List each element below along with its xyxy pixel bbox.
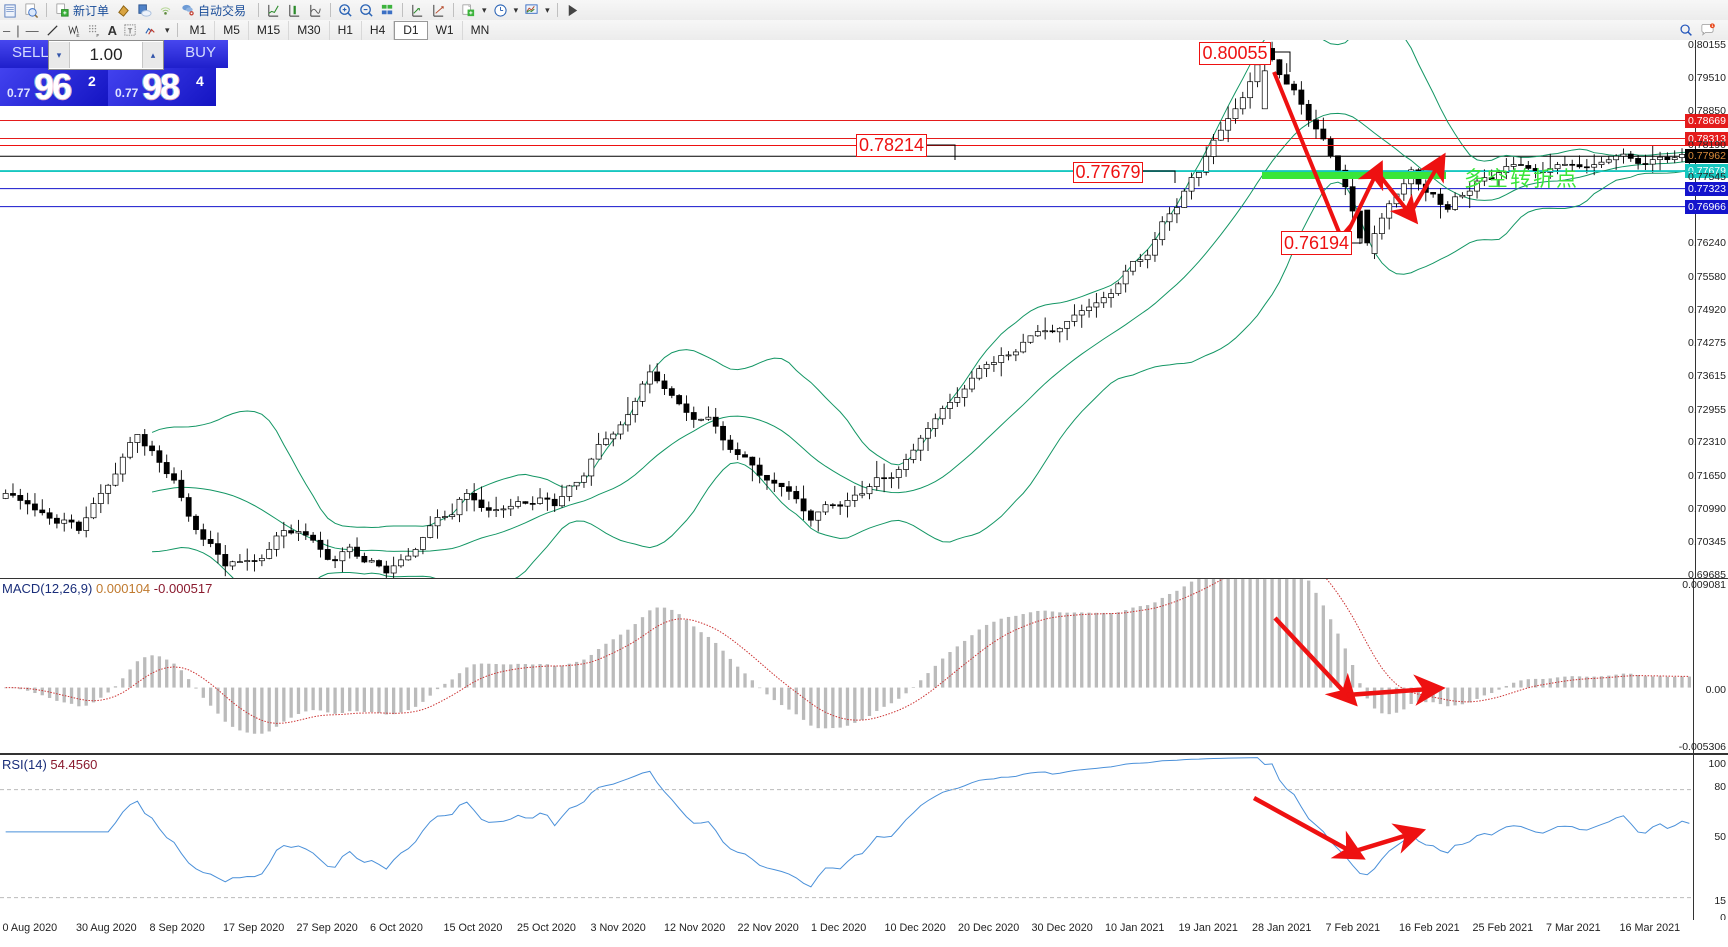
svg-text:6 Oct 2020: 6 Oct 2020 bbox=[370, 922, 423, 934]
svg-text:E: E bbox=[76, 33, 79, 38]
svg-text:28 Jan 2021: 28 Jan 2021 bbox=[1252, 922, 1311, 934]
svg-text:25 Feb 2021: 25 Feb 2021 bbox=[1473, 922, 1534, 934]
svg-text:16 Mar 2021: 16 Mar 2021 bbox=[1620, 922, 1681, 934]
svg-text:30 Aug 2020: 30 Aug 2020 bbox=[76, 922, 137, 934]
svg-text:15 Oct 2020: 15 Oct 2020 bbox=[444, 922, 503, 934]
svg-text:30 Dec 2020: 30 Dec 2020 bbox=[1032, 922, 1093, 934]
svg-text:25 Oct 2020: 25 Oct 2020 bbox=[517, 922, 576, 934]
svg-text:22 Nov 2020: 22 Nov 2020 bbox=[738, 922, 799, 934]
svg-text:1: 1 bbox=[1711, 24, 1713, 28]
svg-text:3 Nov 2020: 3 Nov 2020 bbox=[591, 922, 646, 934]
svg-text:8 Sep 2020: 8 Sep 2020 bbox=[150, 922, 205, 934]
svg-text:7 Feb 2021: 7 Feb 2021 bbox=[1326, 922, 1381, 934]
svg-text:1 Dec 2020: 1 Dec 2020 bbox=[811, 922, 866, 934]
svg-text:12 Nov 2020: 12 Nov 2020 bbox=[664, 922, 725, 934]
svg-text:0 Aug 2020: 0 Aug 2020 bbox=[3, 922, 58, 934]
svg-text:10 Jan 2021: 10 Jan 2021 bbox=[1105, 922, 1164, 934]
svg-text:19 Jan 2021: 19 Jan 2021 bbox=[1179, 922, 1238, 934]
svg-text:16 Feb 2021: 16 Feb 2021 bbox=[1399, 922, 1460, 934]
svg-text:T: T bbox=[128, 26, 133, 35]
svg-text:F: F bbox=[96, 33, 99, 38]
svg-text:10 Dec 2020: 10 Dec 2020 bbox=[885, 922, 946, 934]
svg-text:7 Mar 2021: 7 Mar 2021 bbox=[1546, 922, 1601, 934]
svg-text:17 Sep 2020: 17 Sep 2020 bbox=[223, 922, 284, 934]
svg-text:27 Sep 2020: 27 Sep 2020 bbox=[297, 922, 358, 934]
svg-text:20 Dec 2020: 20 Dec 2020 bbox=[958, 922, 1019, 934]
